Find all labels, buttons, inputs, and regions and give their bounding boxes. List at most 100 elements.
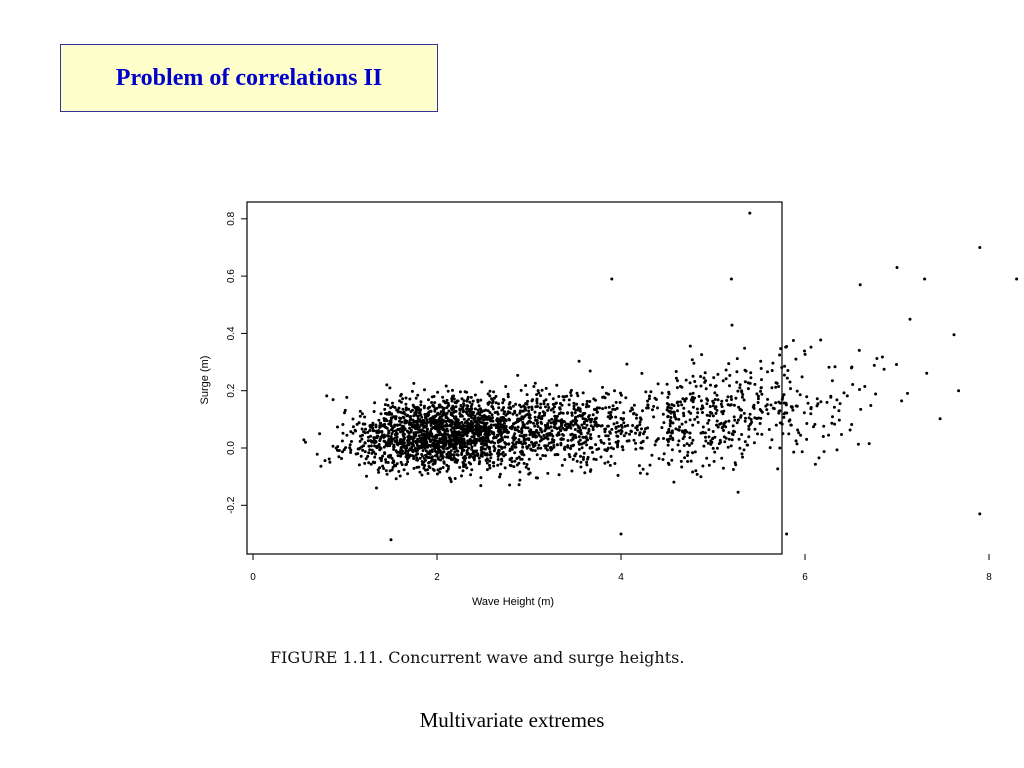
scatter-point bbox=[781, 432, 785, 436]
scatter-point bbox=[715, 446, 719, 450]
scatter-point bbox=[713, 391, 717, 395]
scatter-point bbox=[416, 393, 420, 397]
scatter-point bbox=[733, 461, 737, 465]
scatter-point bbox=[583, 417, 587, 421]
scatter-point bbox=[374, 452, 378, 456]
scatter-point bbox=[566, 444, 570, 448]
scatter-point bbox=[587, 415, 590, 419]
scatter-point bbox=[485, 461, 489, 465]
scatter-point bbox=[402, 437, 406, 441]
scatter-point bbox=[682, 406, 686, 410]
scatter-point bbox=[691, 398, 695, 402]
scatter-point bbox=[472, 435, 476, 439]
scatter-point bbox=[431, 458, 434, 461]
scatter-point bbox=[438, 427, 442, 431]
scatter-point bbox=[708, 414, 712, 418]
scatter-point bbox=[780, 366, 784, 369]
scatter-point bbox=[661, 458, 665, 461]
scatter-point bbox=[579, 465, 583, 469]
scatter-point bbox=[645, 406, 649, 410]
scatter-point bbox=[401, 411, 405, 415]
scatter-point bbox=[458, 446, 462, 450]
scatter-point bbox=[366, 435, 370, 439]
scatter-point bbox=[409, 417, 413, 421]
scatter-point bbox=[508, 418, 511, 422]
y-tick-label: -0.2 bbox=[226, 496, 237, 514]
scatter-point bbox=[549, 421, 553, 425]
scatter-point bbox=[638, 420, 642, 424]
scatter-point bbox=[582, 420, 586, 424]
scatter-point bbox=[370, 440, 374, 444]
scatter-point bbox=[592, 457, 596, 461]
scatter-point bbox=[646, 399, 649, 403]
scatter-point bbox=[394, 477, 398, 481]
scatter-point bbox=[906, 391, 909, 395]
scatter-point bbox=[442, 439, 446, 443]
scatter-point bbox=[503, 466, 507, 470]
scatter-point bbox=[531, 435, 535, 439]
x-tick-label: 2 bbox=[434, 572, 440, 583]
scatter-point bbox=[676, 443, 680, 447]
scatter-point bbox=[501, 450, 505, 454]
scatter-point bbox=[603, 448, 607, 452]
scatter-point bbox=[609, 413, 613, 417]
scatter-point bbox=[689, 459, 693, 463]
scatter-point bbox=[302, 438, 306, 442]
scatter-point bbox=[813, 422, 817, 426]
scatter-point bbox=[774, 385, 778, 389]
scatter-point bbox=[403, 451, 407, 455]
scatter-point bbox=[787, 432, 791, 436]
scatter-point bbox=[446, 389, 450, 393]
scatter-point bbox=[488, 459, 492, 463]
scatter-point bbox=[747, 435, 751, 439]
scatter-point bbox=[348, 446, 352, 450]
scatter-point bbox=[414, 396, 418, 400]
scatter-point bbox=[447, 465, 450, 468]
scatter-point bbox=[759, 389, 762, 393]
scatter-point bbox=[655, 438, 659, 442]
scatter-point bbox=[740, 395, 744, 399]
scatter-point bbox=[709, 383, 712, 387]
scatter-point bbox=[685, 442, 689, 446]
scatter-point bbox=[588, 369, 592, 373]
scatter-point bbox=[760, 432, 764, 436]
scatter-point bbox=[736, 418, 740, 422]
scatter-point bbox=[809, 345, 813, 349]
scatter-point bbox=[706, 441, 710, 445]
scatter-point bbox=[713, 398, 717, 401]
scatter-point bbox=[691, 470, 695, 474]
scatter-point bbox=[578, 407, 582, 411]
scatter-point bbox=[708, 405, 712, 408]
scatter-point bbox=[336, 425, 339, 429]
scatter-point bbox=[729, 277, 733, 281]
scatter-point bbox=[456, 433, 460, 437]
scatter-point bbox=[385, 398, 389, 402]
scatter-point bbox=[830, 379, 834, 383]
scatter-point bbox=[433, 460, 436, 464]
scatter-point bbox=[401, 433, 405, 437]
scatter-point bbox=[517, 455, 521, 459]
scatter-point bbox=[520, 415, 524, 419]
scatter-point bbox=[488, 453, 492, 457]
scatter-point bbox=[681, 437, 685, 441]
scatter-point bbox=[727, 419, 731, 423]
scatter-point bbox=[978, 246, 982, 249]
scatter-point bbox=[518, 434, 522, 438]
scatter-point bbox=[688, 381, 692, 385]
scatter-point bbox=[453, 439, 457, 442]
scatter-point bbox=[789, 405, 793, 409]
scatter-point bbox=[415, 447, 419, 451]
scatter-point bbox=[705, 456, 709, 460]
scatter-point bbox=[363, 441, 367, 445]
scatter-point bbox=[524, 408, 528, 412]
scatter-point bbox=[704, 439, 708, 443]
scatter-point bbox=[766, 397, 770, 401]
scatter-point bbox=[368, 448, 372, 452]
scatter-point bbox=[872, 363, 876, 367]
scatter-point bbox=[355, 422, 359, 426]
scatter-point bbox=[477, 462, 481, 466]
scatter-point bbox=[674, 427, 678, 431]
scatter-point bbox=[863, 385, 867, 388]
scatter-point bbox=[680, 422, 684, 426]
scatter-point bbox=[680, 403, 684, 407]
